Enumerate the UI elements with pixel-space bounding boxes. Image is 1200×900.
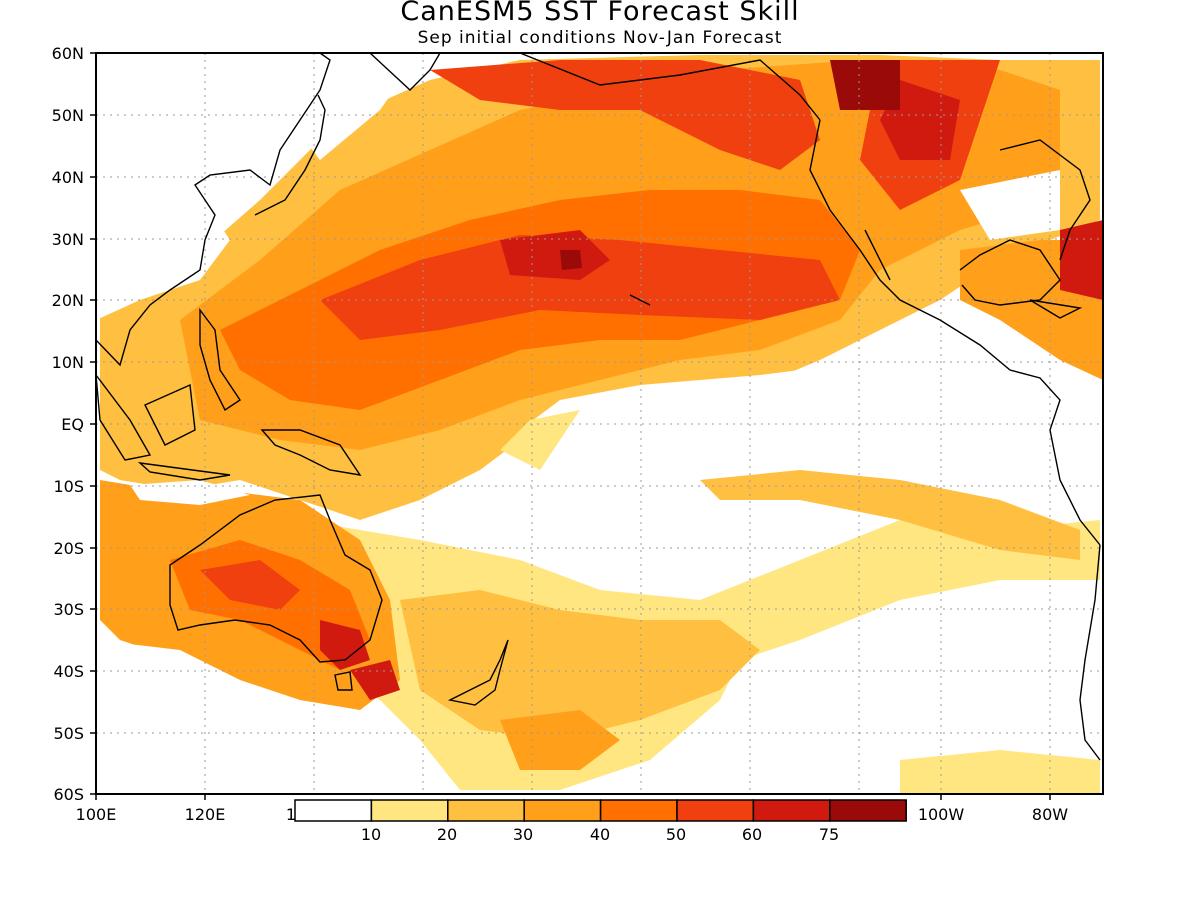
lat-label: 40S [53,662,84,681]
coast-cuba [1029,299,1083,319]
lat-label: 20S [53,539,84,558]
coast-australia [169,494,383,663]
shade-ne-white [960,170,1060,240]
colorbar-box [447,799,525,822]
lon-grid [204,53,1051,794]
shade-nw-white [96,53,230,320]
lat-label: 30N [52,230,84,249]
shade-south-pacific-20 [400,590,760,740]
coast-kamchatka [369,53,441,91]
coast-south-america [1079,544,1101,761]
lat-ticks [90,52,96,795]
shade-eq-edge [500,410,580,470]
shade-australia-50 [200,560,300,610]
lon-label: 80W [1032,805,1068,824]
lat-label: 50S [53,724,84,743]
lat-label: 50N [52,106,84,125]
lat-label: 30S [53,600,84,619]
colorbar-label: 50 [666,825,686,844]
coast-baja [864,229,891,281]
shade-core-75b [830,60,900,110]
shade-core-60 [500,230,610,280]
lon-label: 1 [286,805,296,824]
lat-label: 60S [53,785,84,804]
colorbar-label: 10 [361,825,381,844]
colorbar-box [523,799,602,822]
coast-philippines [199,307,241,412]
lat-label: 40N [52,168,84,187]
lat-label: 10N [52,353,84,372]
coast-north-america [809,119,1101,546]
shade-sepac-stripe [700,470,1080,560]
coast-java [137,462,231,481]
shade-south-pacific-30 [500,710,620,770]
lon-ticks [95,794,1051,800]
map-subtitle: Sep initial conditions Nov-Jan Forecast [417,28,783,48]
lon-label: 100W [918,805,965,824]
coast-asia [96,53,331,367]
colorbar-box [370,799,449,822]
coast-gulf-mexico [959,239,1061,306]
coast-japan [254,94,326,216]
skill-shading [96,53,1103,794]
coast-new-guinea [260,429,362,476]
coast-alaska [519,53,821,121]
colorbar-box [829,799,907,822]
lat-label: EQ [61,415,84,434]
colorbar-box [294,799,373,822]
colorbar-label: 30 [513,825,533,844]
lon-labels: 100E 120E 1 100W 80W [76,805,1069,824]
coast-east-us [999,139,1091,261]
colorbar-label: 40 [590,825,610,844]
colorbar-box [599,799,678,822]
shade-core-75 [560,250,582,270]
lat-label: 60N [52,44,84,63]
map-title: CanESM5 SST Forecast Skill [400,0,800,27]
colorbar-box [752,799,831,822]
colorbar-label: 60 [742,825,762,844]
shade-tasmania-60 [350,660,400,700]
shade-north-white-2 [280,53,420,160]
shade-kuroshio-50 [430,60,820,170]
shade-io-white [96,640,300,794]
coast-sumatra [96,373,152,461]
lon-label: 120E [185,805,226,824]
shade-atlantic-50 [1060,220,1103,300]
colorbar [294,799,907,822]
coastlines [96,53,1101,761]
colorbar-labels: 10 20 30 40 50 60 75 [361,825,839,844]
colorbar-label: 20 [437,825,457,844]
lat-label: 10S [53,477,84,496]
coast-hawaii [629,294,651,306]
colorbar-label: 75 [819,825,839,844]
coast-borneo [144,383,196,446]
colorbar-box [676,799,755,822]
shade-subtropical-50 [320,235,840,340]
coast-nz [447,639,509,706]
lat-label: 20N [52,291,84,310]
lon-label: 100E [76,805,117,824]
shade-tasman-60 [320,620,370,670]
coast-tasmania [334,671,353,691]
lat-labels: 60N 50N 40N 30N 20N 10N EQ 10S 20S 30S 4… [52,44,84,804]
